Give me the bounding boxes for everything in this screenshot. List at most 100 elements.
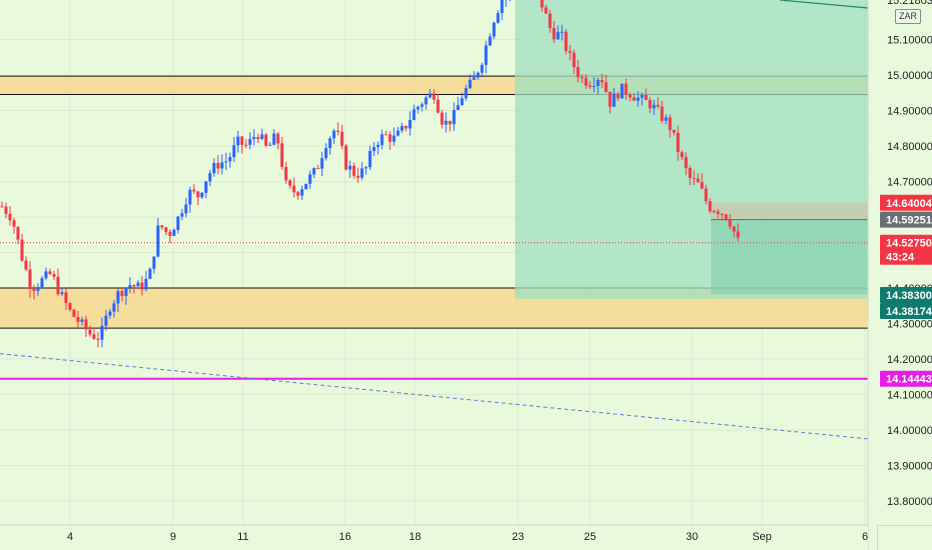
candle-body [712, 211, 716, 213]
candle-body [436, 99, 440, 113]
position-tool[interactable] [515, 0, 868, 300]
price-axis[interactable]: 15.10000 15.00000 14.90000 14.80000 14.70000… [867, 0, 932, 550]
time-tick-label: 30 [686, 531, 698, 543]
candle-body [296, 192, 300, 196]
price-tick-label: 15.10000 [887, 35, 932, 47]
time-tick-label: 9 [170, 531, 176, 543]
candle-body [396, 130, 400, 136]
candle-body [584, 77, 588, 86]
candle-body [688, 167, 692, 178]
candle-body [644, 95, 648, 101]
price-label-magenta: 14.14443 [880, 370, 932, 387]
price-tick-label: 14.00000 [887, 425, 932, 437]
candle-body [212, 162, 216, 174]
candle-body [664, 117, 668, 121]
candle-body [724, 214, 728, 220]
candle-body [732, 226, 736, 232]
candle-body [36, 287, 40, 291]
candle-body [60, 292, 64, 295]
position-stop-area[interactable] [711, 202, 868, 220]
candle-body [588, 85, 592, 87]
candle-body [264, 134, 268, 146]
candle-body [364, 167, 368, 169]
candle-body [308, 174, 312, 184]
candle-body [84, 319, 88, 330]
time-tick-label: 6 [862, 531, 868, 543]
candle-body [88, 329, 92, 335]
candle-body [144, 278, 148, 290]
candle-body [544, 7, 548, 14]
candle-body [104, 315, 108, 326]
time-axis[interactable]: 4 9 11 16 18 23 25 30 Sep 6 [0, 524, 868, 550]
candle-body [620, 83, 624, 99]
candle-body [180, 213, 184, 217]
candle-body [316, 168, 320, 170]
price-label-grey: 14.59251 [880, 211, 932, 228]
price-tick-label: 14.90000 [887, 106, 932, 118]
candle-body [272, 133, 276, 145]
candle-body [736, 231, 740, 238]
candle-body [248, 139, 252, 145]
channel-line[interactable] [779, 0, 869, 9]
candle-body [80, 319, 84, 322]
candle-body [464, 88, 468, 99]
candle-body [452, 109, 456, 125]
candle-body [468, 79, 472, 89]
candle-body [372, 147, 376, 151]
candle-body [540, 0, 544, 8]
price-label-box [880, 370, 932, 387]
candle-body [476, 72, 480, 78]
candle-body [344, 145, 348, 170]
candle-body [424, 97, 428, 105]
candle-body [240, 136, 244, 145]
candle-body [500, 0, 504, 14]
time-tick-label: 11 [237, 531, 248, 543]
candle-body [260, 134, 264, 139]
candle-body [92, 334, 96, 339]
trend-line[interactable] [0, 353, 869, 440]
candle-body [148, 268, 152, 279]
price-tick-label: 15.00000 [887, 70, 932, 82]
price-labels: 14.64004 14.59251 14.52750 43:24 14.38300 14.… [880, 194, 932, 387]
candle-body [108, 311, 112, 316]
candle-body [404, 125, 408, 129]
candle-body [244, 144, 248, 146]
candle-body [704, 188, 708, 202]
price-label-value: 14.64004 [886, 198, 932, 210]
candle-body [152, 256, 156, 269]
candle-body [136, 282, 140, 287]
price-label-red: 14.64004 [880, 194, 932, 211]
candle-body [672, 129, 676, 133]
candle-body [696, 178, 700, 183]
candle-body [16, 226, 20, 240]
price-tick-label: 14.20000 [887, 354, 932, 366]
candle-body [556, 32, 560, 40]
candle-body [288, 180, 292, 186]
time-tick-label: 4 [67, 531, 73, 543]
candle-body [176, 216, 180, 230]
time-tick-label: 25 [584, 531, 596, 543]
candle-body [564, 31, 568, 52]
candle-body [388, 134, 392, 142]
price-label-box [880, 234, 932, 265]
candle-body [140, 282, 144, 290]
candle-body [440, 112, 444, 125]
candle-body [300, 189, 304, 196]
price-tick-label: 14.10000 [887, 390, 932, 402]
candle-body [676, 132, 680, 153]
candle-body [680, 152, 684, 158]
candle-body [184, 204, 188, 214]
price-label-value: 14.38174 [886, 306, 932, 318]
candle-body [340, 131, 344, 146]
candle-body [276, 133, 280, 144]
candle-body [356, 175, 360, 178]
price-label-box [880, 287, 932, 303]
currency-button[interactable]: ZAR [895, 9, 921, 24]
candle-body [72, 309, 76, 318]
candle-body [20, 239, 24, 261]
candle-body [292, 185, 296, 193]
candle-body [0, 206, 4, 208]
candle-body [124, 287, 128, 297]
candle-body [432, 93, 436, 100]
